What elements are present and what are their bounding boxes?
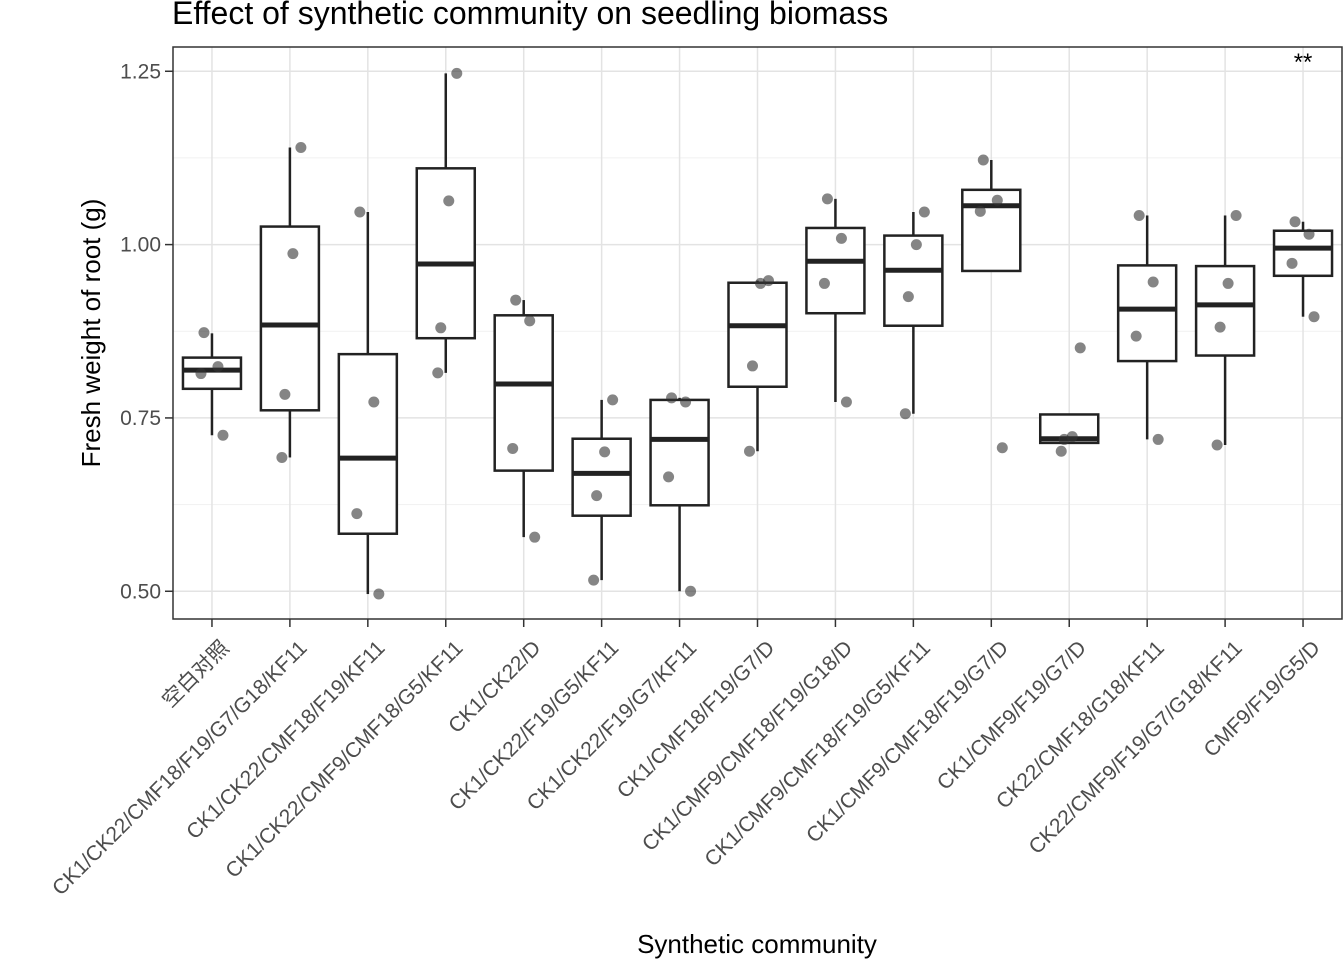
y-tick-label-0: 0.50: [120, 580, 161, 603]
data-point-7-3: [744, 445, 755, 457]
data-point-13-1: [1222, 277, 1234, 289]
data-point-9-1: [910, 239, 922, 251]
box-13: [1194, 215, 1256, 445]
box-4: [493, 300, 554, 538]
data-point-4-2: [507, 442, 519, 454]
data-point-10-1: [991, 194, 1003, 206]
box-iqr-4: [493, 314, 554, 472]
x-tick-label-11: CK1/CMF9/F19/G7/D: [933, 636, 1091, 794]
data-point-6-2: [663, 471, 675, 483]
data-point-1-3: [276, 451, 288, 463]
data-point-12-2: [1130, 330, 1142, 342]
data-point-10-3: [996, 442, 1008, 454]
y-tick-label-3: 1.25: [120, 60, 161, 83]
data-point-6-1: [680, 396, 692, 408]
box-iqr-10: [961, 188, 1022, 273]
data-point-14-3: [1308, 311, 1320, 323]
data-point-11-0: [1074, 342, 1086, 354]
data-point-5-1: [599, 446, 611, 458]
box-2: [337, 212, 399, 595]
data-point-13-0: [1230, 209, 1242, 221]
box-iqr-3: [415, 167, 477, 340]
box-iqr-6: [649, 398, 710, 507]
data-point-11-2: [1058, 433, 1070, 445]
data-point-2-2: [351, 508, 363, 520]
data-point-14-0: [1289, 216, 1301, 228]
data-point-3-3: [432, 367, 444, 379]
box-iqr-13: [1194, 264, 1256, 357]
box-iqr-2: [337, 352, 399, 535]
data-point-5-0: [607, 394, 619, 406]
data-point-3-1: [443, 195, 455, 207]
data-point-1-1: [287, 248, 299, 260]
data-point-6-3: [685, 585, 697, 597]
y-axis-title: Fresh weight of root (g): [76, 199, 106, 468]
data-point-8-0: [821, 193, 833, 205]
x-axis-title: Synthetic community: [637, 929, 877, 959]
data-point-4-3: [529, 531, 541, 543]
data-point-2-1: [368, 396, 380, 408]
data-point-8-1: [835, 232, 847, 244]
data-point-1-0: [295, 142, 307, 154]
box-3: [415, 73, 477, 373]
data-point-10-2: [974, 205, 986, 217]
data-point-10-0: [977, 154, 989, 166]
data-point-5-2: [591, 490, 603, 502]
data-point-12-3: [1152, 433, 1164, 445]
box-plots: [181, 73, 1334, 595]
data-point-9-2: [902, 291, 914, 303]
data-point-3-2: [435, 322, 447, 334]
data-point-2-0: [354, 206, 366, 218]
y-axis: 0.50 0.75 1.00 1.25: [120, 60, 173, 603]
data-point-9-3: [899, 408, 911, 420]
significance-annotation-0: **: [1294, 49, 1313, 76]
box-iqr-9: [883, 234, 944, 327]
chart-title: Effect of synthetic community on seedlin…: [172, 0, 888, 31]
data-point-1-2: [279, 388, 291, 400]
data-point-9-0: [918, 206, 930, 218]
data-point-11-3: [1055, 445, 1067, 457]
data-point-12-0: [1133, 209, 1145, 221]
data-points: [195, 67, 1320, 600]
data-point-13-2: [1214, 321, 1226, 333]
data-point-8-3: [840, 396, 852, 408]
box-0: [181, 333, 243, 436]
data-point-14-2: [1286, 257, 1298, 269]
box-12: [1116, 215, 1178, 440]
data-point-2-3: [373, 588, 385, 600]
y-tick-label-1: 0.75: [120, 407, 161, 430]
x-tick-label-0: 空白对照: [158, 636, 234, 712]
data-point-0-1: [212, 361, 224, 373]
data-point-14-1: [1303, 228, 1315, 240]
annotations: **: [1294, 49, 1313, 76]
data-point-5-3: [588, 574, 600, 586]
box-6: [649, 397, 710, 592]
data-point-0-3: [217, 429, 229, 441]
box-7: [727, 280, 788, 452]
box-8: [805, 198, 866, 402]
y-tick-label-2: 1.00: [120, 234, 161, 257]
box-iqr-12: [1116, 264, 1178, 363]
x-tick-label-7: CK1/CMF18/F19/G7/D: [613, 636, 779, 802]
data-point-13-3: [1211, 439, 1223, 451]
data-point-0-2: [195, 368, 207, 380]
box-iqr-0: [181, 356, 243, 391]
data-point-7-2: [747, 360, 758, 372]
x-axis: 空白对照CK1/CK22/CMF18/F19/G7/G18/KF11CK1/CK…: [48, 619, 1325, 900]
box-14: [1272, 221, 1334, 317]
box-9: [883, 212, 944, 414]
box-10: [961, 160, 1022, 273]
box-iqr-8: [805, 226, 866, 315]
data-point-8-2: [818, 277, 830, 289]
data-point-7-1: [755, 277, 766, 289]
data-point-6-0: [666, 392, 678, 404]
data-point-0-0: [198, 327, 210, 339]
data-point-3-0: [451, 67, 463, 79]
data-point-12-1: [1147, 276, 1159, 288]
box-iqr-7: [727, 281, 788, 388]
box-iqr-14: [1272, 229, 1334, 278]
data-point-4-1: [524, 315, 536, 327]
data-point-4-0: [510, 294, 522, 306]
